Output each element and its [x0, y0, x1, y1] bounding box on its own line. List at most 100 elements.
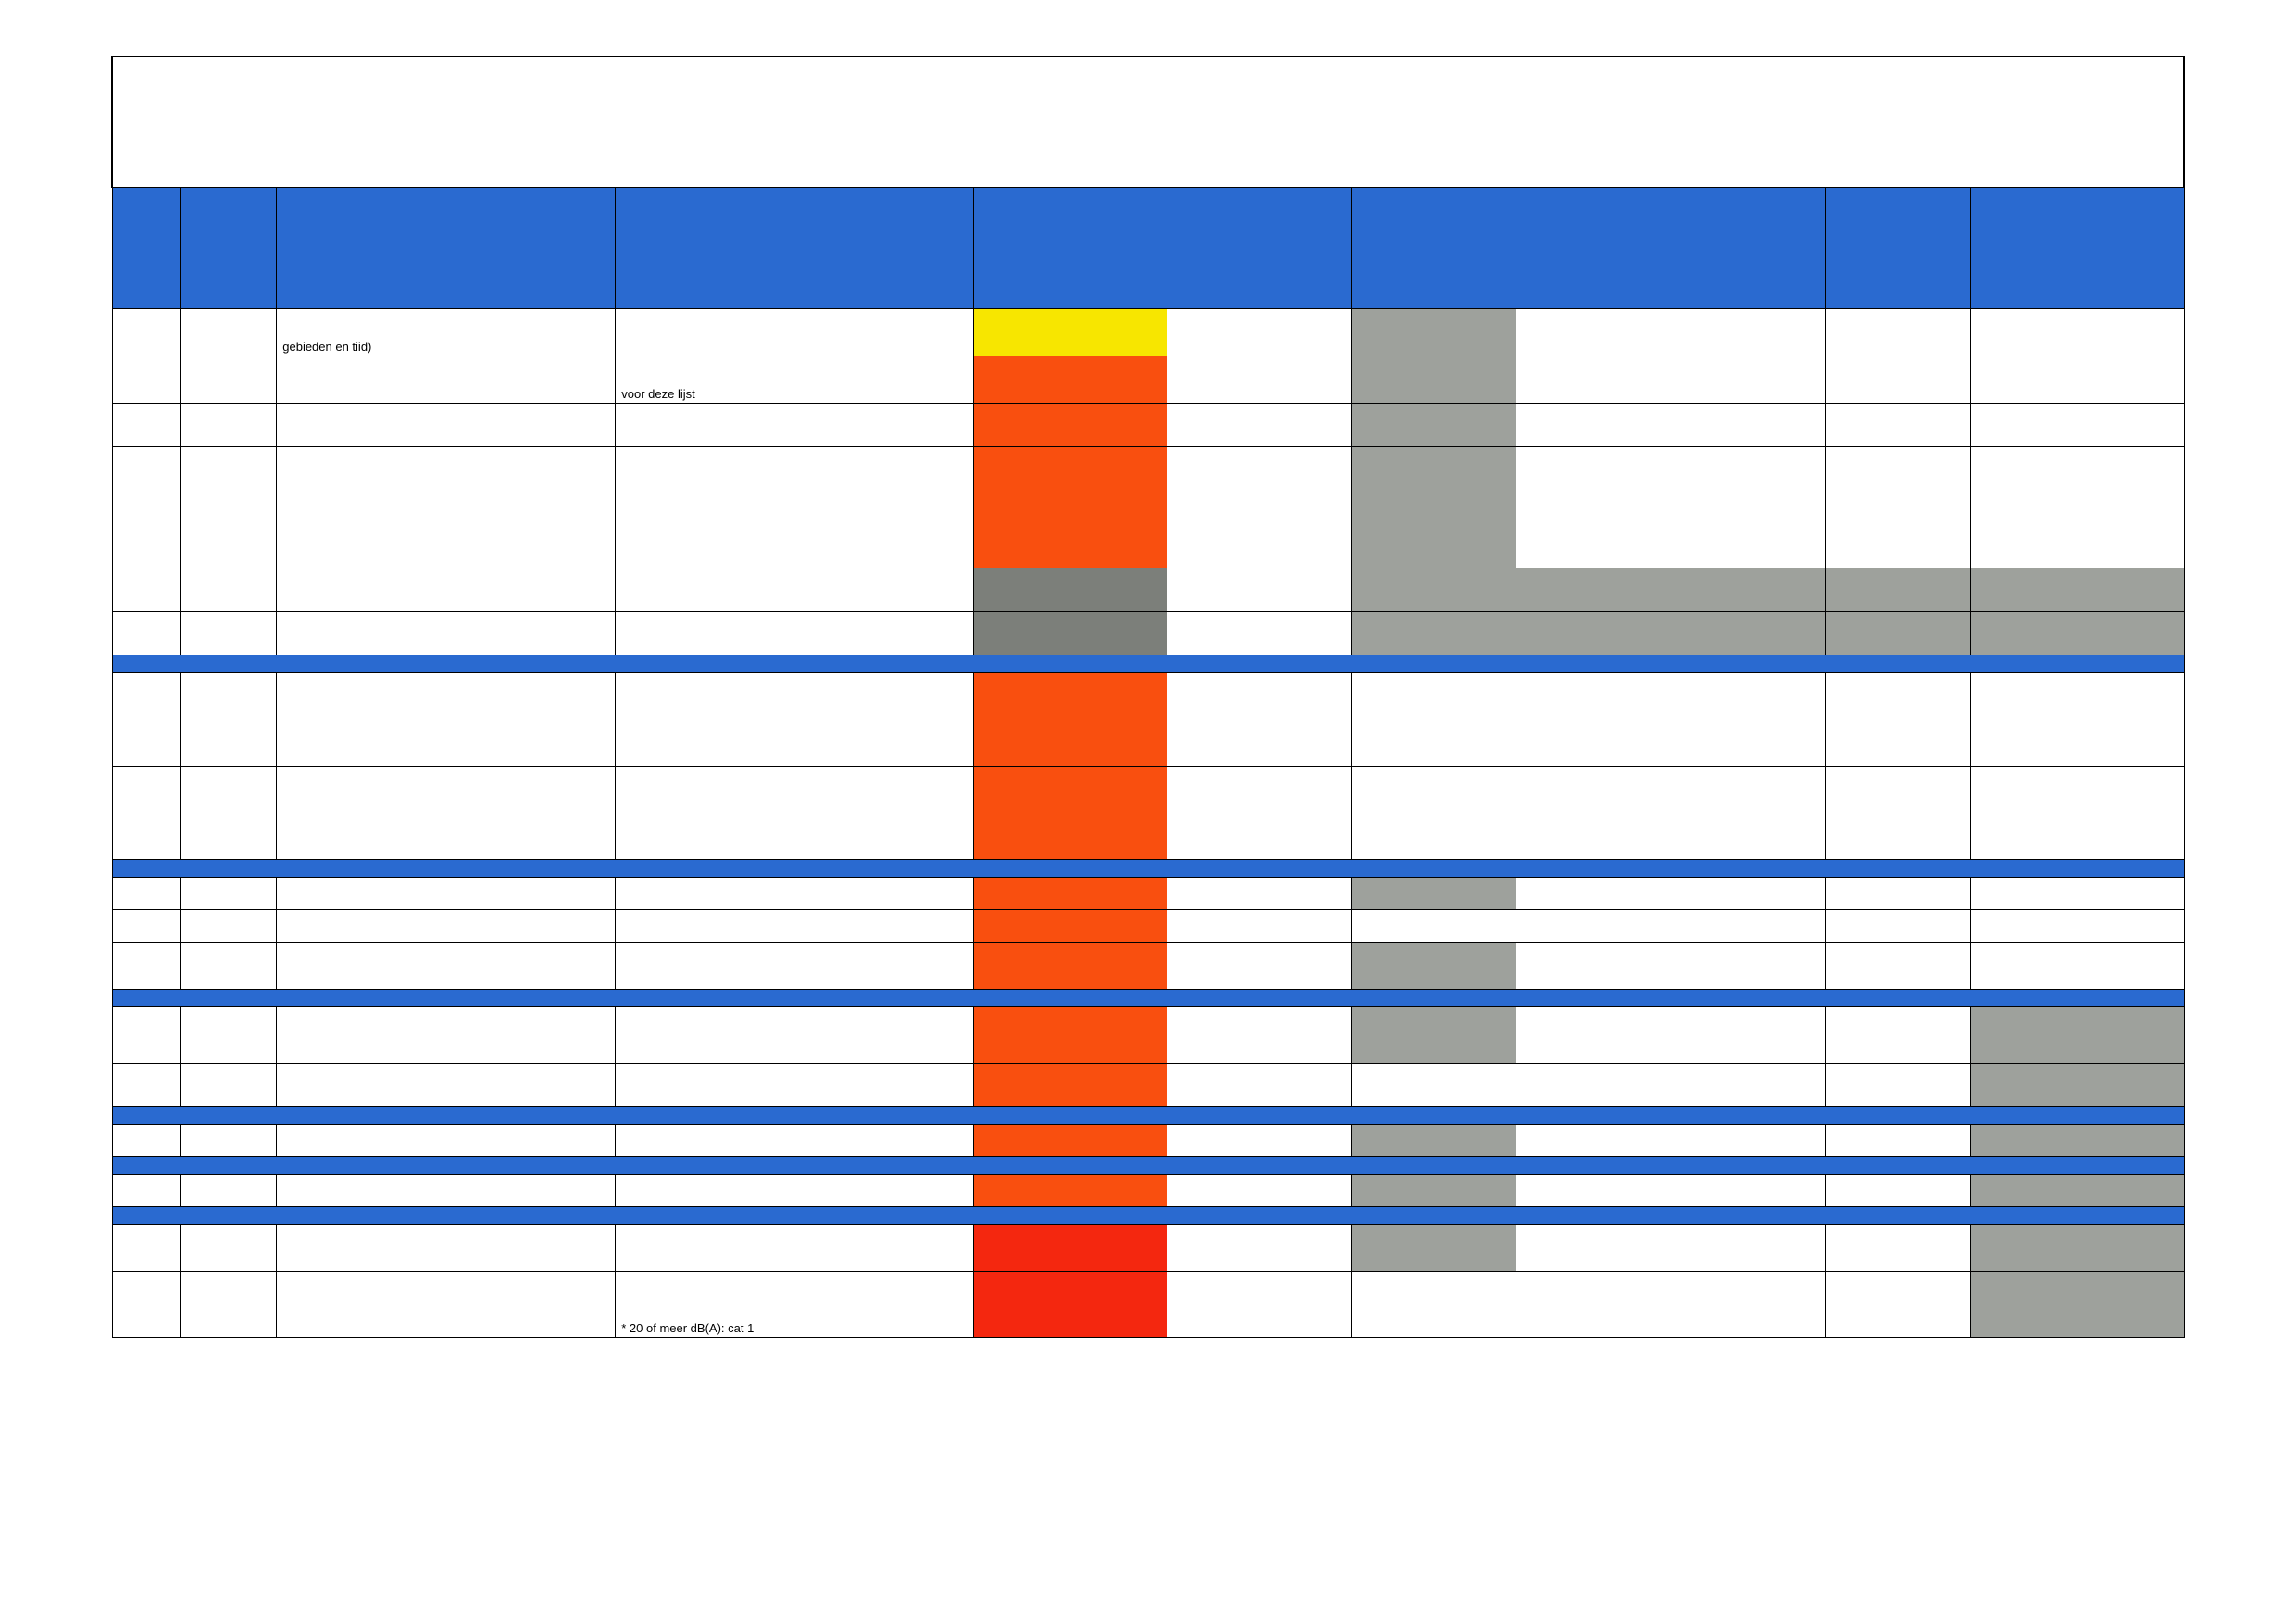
cell-c9 [1971, 943, 2184, 990]
cell-c9 [1971, 1272, 2184, 1338]
cell-c4 [974, 1225, 1167, 1272]
cell-c9 [1971, 612, 2184, 655]
cell-c4 [974, 878, 1167, 910]
cell-c6 [1351, 309, 1516, 356]
cell-c0 [112, 767, 180, 860]
table-row [112, 767, 2184, 860]
cell-c1 [180, 767, 277, 860]
cell-c1 [180, 910, 277, 943]
cell-c0 [112, 612, 180, 655]
cell-c8 [1826, 673, 1971, 767]
cell-c4 [974, 356, 1167, 404]
cell-c6 [1351, 1064, 1516, 1107]
table-row [112, 878, 2184, 910]
cell-c1 [180, 673, 277, 767]
cell-c2 [277, 943, 616, 990]
header-cell-c2 [277, 188, 616, 309]
cell-c4 [974, 309, 1167, 356]
cell-c2 [277, 447, 616, 568]
cell-c9 [1971, 447, 2184, 568]
cell-c0 [112, 673, 180, 767]
cell-text: * 20 of meer dB(A): cat 1 [616, 1321, 973, 1337]
table-row [112, 447, 2184, 568]
cell-c6 [1351, 447, 1516, 568]
cell-c3 [616, 1175, 974, 1207]
cell-c2 [277, 612, 616, 655]
cell-c3 [616, 447, 974, 568]
cell-c4 [974, 1064, 1167, 1107]
cell-c3 [616, 878, 974, 910]
cell-c7 [1516, 1175, 1826, 1207]
section-separator-cell [112, 1157, 2184, 1175]
cell-c5 [1167, 943, 1352, 990]
cell-c0 [112, 1007, 180, 1064]
cell-c5 [1167, 612, 1352, 655]
cell-c7 [1516, 1064, 1826, 1107]
header-cell-c9 [1971, 188, 2184, 309]
cell-c6 [1351, 1007, 1516, 1064]
cell-c3 [616, 1125, 974, 1157]
cell-c3 [616, 1007, 974, 1064]
section-separator [112, 1207, 2184, 1225]
cell-c3 [616, 612, 974, 655]
cell-text: voor deze lijst [616, 387, 973, 403]
cell-c7 [1516, 1225, 1826, 1272]
cell-c6 [1351, 1225, 1516, 1272]
cell-c1 [180, 1007, 277, 1064]
cell-c5 [1167, 1225, 1352, 1272]
cell-c9 [1971, 568, 2184, 612]
cell-c6 [1351, 568, 1516, 612]
cell-c6 [1351, 612, 1516, 655]
cell-c2 [277, 910, 616, 943]
cell-c4 [974, 447, 1167, 568]
cell-c6 [1351, 878, 1516, 910]
cell-c1 [180, 447, 277, 568]
cell-c9 [1971, 878, 2184, 910]
cell-c4 [974, 1007, 1167, 1064]
cell-c7 [1516, 767, 1826, 860]
cell-c3 [616, 673, 974, 767]
cell-c1 [180, 1064, 277, 1107]
cell-c6 [1351, 356, 1516, 404]
cell-c8 [1826, 309, 1971, 356]
title-block [112, 56, 2184, 188]
cell-c5 [1167, 767, 1352, 860]
cell-c5 [1167, 910, 1352, 943]
cell-c9 [1971, 309, 2184, 356]
section-separator-cell [112, 860, 2184, 878]
cell-c8 [1826, 910, 1971, 943]
cell-c8 [1826, 767, 1971, 860]
cell-c1 [180, 356, 277, 404]
cell-c1 [180, 1272, 277, 1338]
cell-c5 [1167, 404, 1352, 447]
cell-c3 [616, 568, 974, 612]
header-cell-c0 [112, 188, 180, 309]
cell-c8 [1826, 404, 1971, 447]
cell-c4 [974, 404, 1167, 447]
cell-c4 [974, 767, 1167, 860]
cell-c0 [112, 1175, 180, 1207]
cell-c6 [1351, 404, 1516, 447]
cell-c2 [277, 1272, 616, 1338]
table-row: voor deze lijst [112, 356, 2184, 404]
cell-c1 [180, 309, 277, 356]
cell-c8 [1826, 612, 1971, 655]
cell-c2 [277, 878, 616, 910]
table-row: * 20 of meer dB(A): cat 1 [112, 1272, 2184, 1338]
cell-c6 [1351, 1125, 1516, 1157]
cell-c7 [1516, 568, 1826, 612]
section-separator-cell [112, 1107, 2184, 1125]
table-row [112, 404, 2184, 447]
cell-c0 [112, 1125, 180, 1157]
cell-c8 [1826, 1007, 1971, 1064]
cell-c8 [1826, 568, 1971, 612]
tbody: gebieden en tiid)voor deze lijst* 20 of … [112, 56, 2184, 1338]
cell-c5 [1167, 447, 1352, 568]
cell-c8 [1826, 447, 1971, 568]
header-cell-c7 [1516, 188, 1826, 309]
header-cell-c1 [180, 188, 277, 309]
cell-c7 [1516, 612, 1826, 655]
cell-c9 [1971, 767, 2184, 860]
cell-c3 [616, 1225, 974, 1272]
cell-c6 [1351, 943, 1516, 990]
